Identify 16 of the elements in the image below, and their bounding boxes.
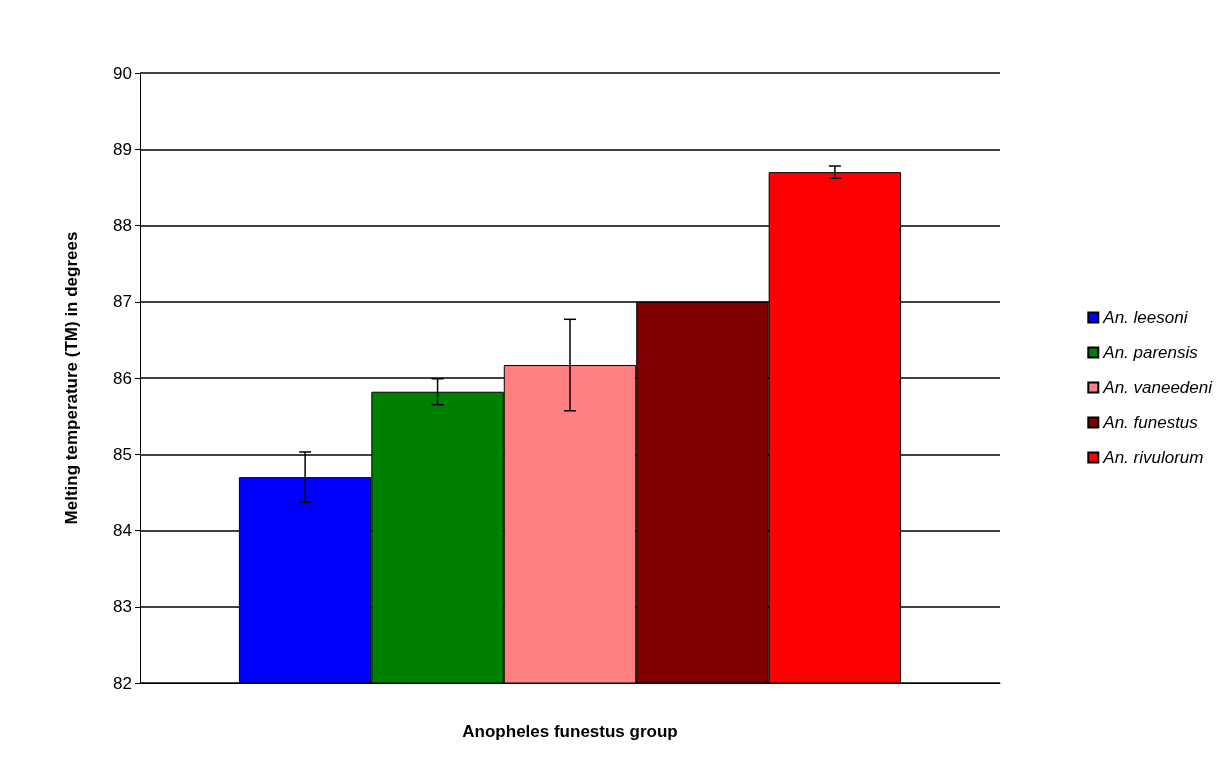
x-axis-title: Anopheles funestus group	[462, 722, 678, 741]
y-tick-label: 84	[113, 521, 132, 540]
legend-label: An. rivulorum	[1102, 448, 1204, 467]
legend-label: An. parensis	[1102, 343, 1199, 362]
y-tick-label: 89	[113, 139, 132, 159]
legend-label: An. funestus	[1102, 413, 1199, 432]
y-tick-label: 90	[113, 63, 132, 83]
legend-label: An. leesoni	[1102, 308, 1189, 327]
y-tick-label: 85	[113, 444, 132, 464]
legend-label: An. vaneedeni	[1102, 378, 1214, 397]
y-tick-label: 88	[113, 216, 132, 235]
y-tick-label: 82	[113, 673, 132, 693]
y-tick-label: 87	[113, 292, 132, 312]
y-tick-label: 83	[113, 597, 132, 617]
y-tick-label: 86	[113, 368, 132, 388]
y-axis-title: Melting temperature (TM) in degrees	[62, 231, 81, 525]
